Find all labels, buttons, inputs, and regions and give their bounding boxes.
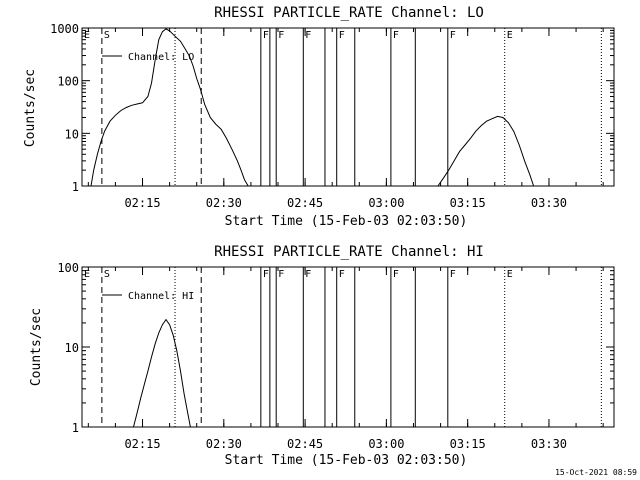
legend-label: Channel: HI [128,291,194,302]
event-marker-label: F [263,30,269,41]
x-tick-label: 02:15 [124,196,160,210]
legend-label: Channel: LO [128,52,194,63]
x-tick-label: 03:30 [531,196,567,210]
x-tick-label: 03:15 [450,437,486,451]
panel-lo-title: RHESSI PARTICLE_RATE Channel: LO [214,5,484,21]
generation-timestamp: 15-Oct-2021 08:59 [555,468,637,477]
x-tick-label: 02:45 [287,196,323,210]
event-marker-label: E [507,269,513,280]
panel-lo-plot-area: 02:15 02:30 02:45 03:00 03:15 03:30 1 10 100 1000… [50,22,615,210]
panel-hi-xlabel: Start Time (15-Feb-03 02:03:50) [225,453,468,468]
event-marker-label: F [393,269,399,280]
panel-lo-xlabel: Start Time (15-Feb-03 02:03:50) [225,214,468,229]
x-tick-label: 02:30 [206,196,242,210]
event-marker-label: E [507,30,513,41]
x-tick-label: 02:30 [206,437,242,451]
data-series-line [437,115,535,187]
y-tick-label: 100 [57,75,79,89]
x-tick-label: 03:00 [368,437,404,451]
event-marker-label: S [104,30,110,41]
y-tick-label: 1 [72,421,79,435]
panel-hi: RHESSI PARTICLE_RATE Channel: HI Counts/… [29,244,615,468]
event-marker-label: F [339,30,345,41]
event-marker-label: F [339,269,345,280]
event-marker-label: S [104,269,110,280]
panel-hi-ylabel: Counts/sec [29,308,44,386]
event-marker-label: E [84,269,90,280]
data-series-line [90,28,249,187]
x-tick-label: 02:15 [124,437,160,451]
event-marker-label: F [305,30,311,41]
x-tick-label: 03:30 [531,437,567,451]
event-marker-label: F [450,269,456,280]
event-marker-label: F [263,269,269,280]
event-marker-label: F [278,269,284,280]
panel-lo-ylabel: Counts/sec [23,69,38,147]
event-marker-label: F [278,30,284,41]
event-marker-label: F [305,269,311,280]
data-series-line [133,318,191,428]
y-tick-label: 10 [65,127,79,141]
panel-hi-title: RHESSI PARTICLE_RATE Channel: HI [214,244,484,260]
event-marker-label: F [393,30,399,41]
y-tick-label: 10 [65,341,79,355]
event-marker-label: F [450,30,456,41]
y-tick-label: 1000 [50,22,79,36]
x-tick-label: 02:45 [287,437,323,451]
x-tick-label: 03:00 [368,196,404,210]
x-tick-label: 03:15 [450,196,486,210]
event-marker-label: E [84,30,90,41]
panel-lo: RHESSI PARTICLE_RATE Channel: LO Counts/… [23,5,615,229]
y-tick-label: 1 [72,180,79,194]
y-tick-label: 100 [57,261,79,275]
